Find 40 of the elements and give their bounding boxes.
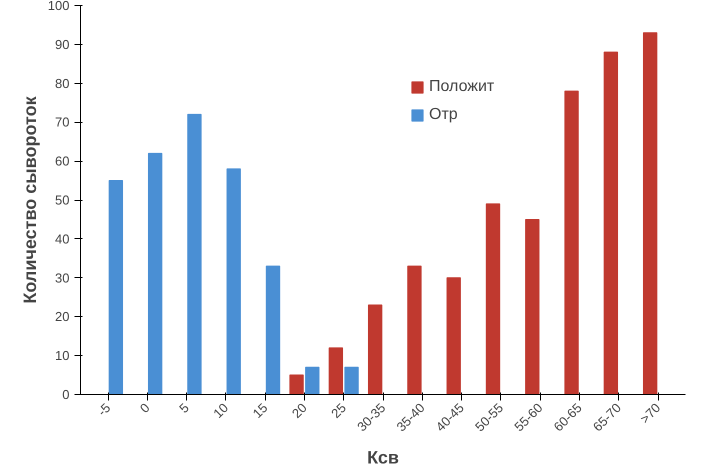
bar [187, 114, 202, 394]
y-tick-label: 40 [55, 231, 70, 246]
x-tick-label: 10 [210, 400, 232, 422]
bar [226, 168, 241, 394]
y-tick-label: 80 [55, 76, 70, 91]
x-tick-label: 25 [328, 400, 350, 422]
bar [407, 266, 422, 394]
bar [446, 277, 461, 394]
x-tick-label: 5 [176, 400, 192, 416]
bar [604, 52, 618, 394]
bar [328, 347, 344, 394]
x-tick-label: 20 [288, 400, 310, 422]
bar [368, 304, 382, 394]
y-tick-label: 30 [55, 270, 70, 286]
y-axis-title: Количество сывороток [20, 95, 40, 304]
y-tick-label: 60 [55, 154, 70, 169]
x-tick-label: -5 [94, 400, 114, 419]
x-tick-label: 0 [136, 400, 153, 416]
legend-label: Отр [429, 106, 458, 124]
bar [486, 203, 500, 394]
bar [344, 366, 359, 394]
y-tick-label: 100 [48, 0, 70, 13]
y-tick-label: 90 [55, 36, 70, 52]
x-tick-label: >70 [637, 400, 664, 426]
bar [108, 180, 124, 394]
bar [305, 366, 320, 394]
bar [564, 90, 579, 394]
x-tick-label: 15 [250, 400, 270, 422]
y-tick-label: 20 [55, 309, 70, 324]
bar [525, 218, 540, 394]
bar [289, 374, 304, 394]
bar [266, 266, 280, 394]
bar [642, 32, 658, 394]
y-tick-label: 50 [55, 192, 70, 208]
legend-label: Положит [429, 78, 494, 96]
x-axis-title: Ксв [367, 448, 399, 468]
y-tick-label: 10 [55, 348, 70, 364]
bar [148, 152, 162, 394]
y-tick-label: 70 [55, 114, 70, 130]
y-tick-label: 0 [62, 387, 70, 402]
